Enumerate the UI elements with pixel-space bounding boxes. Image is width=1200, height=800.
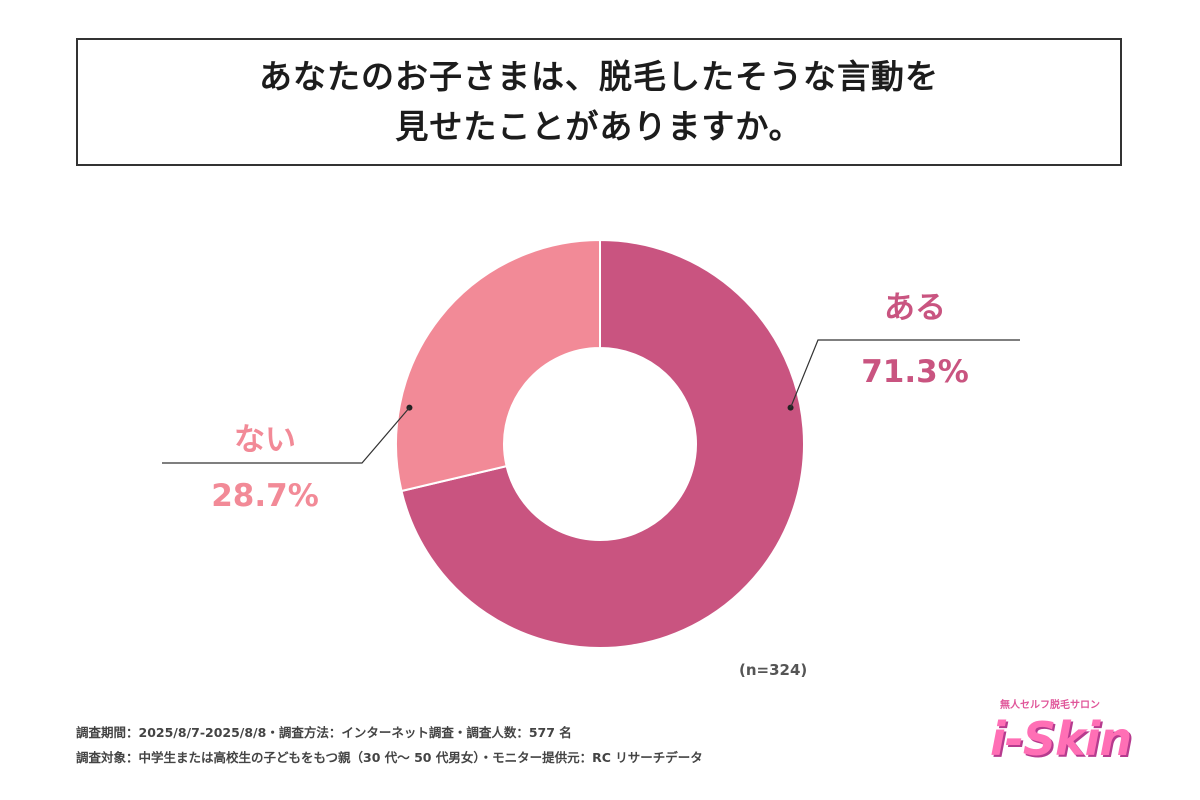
logo-brand-text: i-Skin — [990, 712, 1132, 766]
leader-line-1 — [790, 339, 1020, 408]
leader-line-2 — [162, 407, 410, 464]
chart-title-line-2: 見せたことがありますか。 — [395, 107, 803, 146]
slice-category-label-2: ない — [234, 422, 296, 458]
chart-title-line-1: あなたのお子さまは、脱毛したそうな言動を — [259, 57, 939, 96]
survey-footer: 調査期間：2025/8/7-2025/8/8・調査方法：インターネット調査・調査… — [76, 720, 703, 770]
logo-tagline: 無人セルフ脱毛サロン — [1000, 700, 1100, 711]
sample-size-note: (n=324) — [739, 661, 808, 679]
donut-slice-2 — [395, 238, 601, 493]
survey-period-line: 調査期間：2025/8/7-2025/8/8・調査方法：インターネット調査・調査… — [76, 725, 572, 740]
slice-value-label-1: 71.3% — [861, 354, 969, 390]
donut-slice-1 — [400, 238, 805, 649]
slice-category-label-1: ある — [884, 290, 946, 326]
survey-target-line: 調査対象：中学生または高校生の子どもをもつ親（30 代〜 50 代男女）・モニタ… — [76, 750, 703, 765]
slice-value-label-2: 28.7% — [211, 478, 319, 514]
title-box: あなたのお子さまは、脱毛したそうな言動を 見せたことがありますか。 — [76, 38, 1122, 166]
